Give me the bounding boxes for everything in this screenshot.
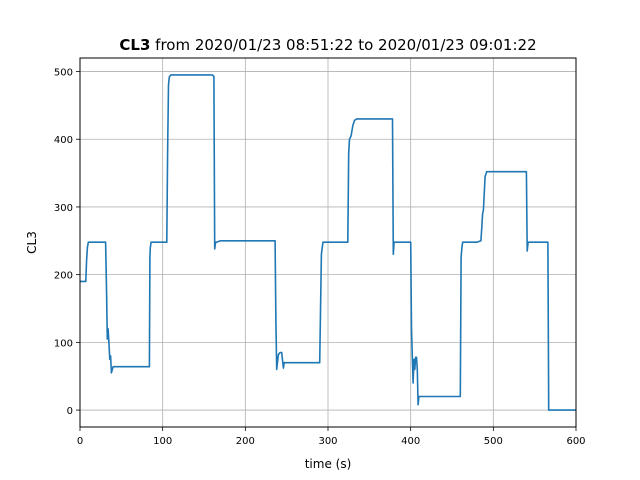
x-tick-label: 400 [401, 436, 420, 447]
chart-title: CL3 from 2020/01/23 08:51:22 to 2020/01/… [119, 36, 536, 54]
x-tick-label: 500 [484, 436, 503, 447]
plot-area [80, 74, 576, 411]
x-tick-label: 200 [236, 436, 255, 447]
x-tick-label: 0 [77, 436, 83, 447]
chart-title-variable: CL3 [119, 36, 150, 54]
y-tick-label: 100 [54, 338, 73, 349]
y-tick-label: 500 [54, 68, 73, 79]
x-tick-label: 600 [566, 436, 585, 447]
chart-title-range: from 2020/01/23 08:51:22 to 2020/01/23 0… [150, 36, 536, 54]
y-axis: 0 100 200 300 400 500 [54, 68, 80, 417]
y-tick-label: 400 [54, 135, 73, 146]
x-axis-label: time (s) [305, 457, 352, 471]
x-axis: 0 100 200 300 400 500 600 [77, 427, 586, 447]
series-line [80, 74, 576, 411]
y-tick-label: 0 [67, 406, 73, 417]
y-tick-label: 300 [54, 203, 73, 214]
y-tick-label: 200 [54, 271, 73, 282]
y-axis-label: CL3 [25, 231, 39, 254]
x-tick-label: 300 [318, 436, 337, 447]
x-tick-label: 100 [153, 436, 172, 447]
